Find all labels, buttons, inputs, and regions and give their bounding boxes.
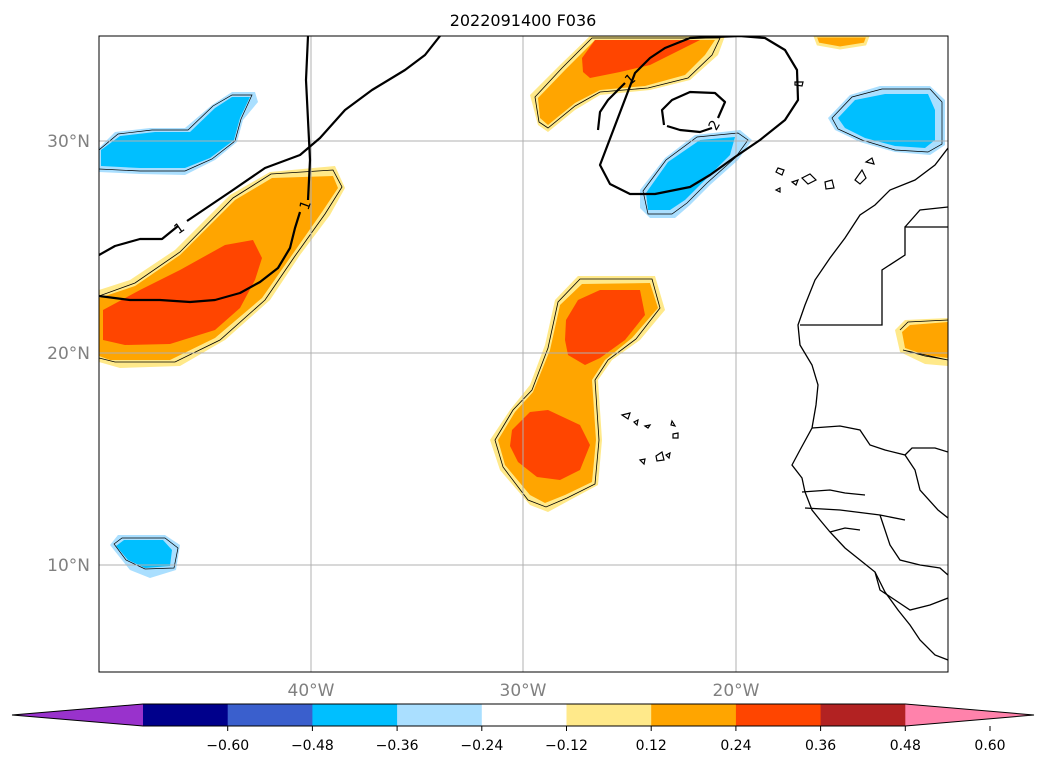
negative-anomaly-sw [110, 535, 180, 578]
map-panel: 1 1 1 2 [99, 36, 948, 672]
colorbar-segment [397, 704, 483, 726]
colorbar-segment [481, 704, 567, 726]
lat-label: 10°N [47, 556, 90, 576]
colorbar-outline [11, 703, 1035, 727]
colorbar-tick-label: −0.12 [545, 738, 588, 754]
anomaly-region-west [99, 166, 345, 368]
contour-2 [660, 90, 727, 134]
contour-lines [99, 36, 800, 304]
colorbar-segment [566, 704, 652, 726]
anomaly-region-center [490, 276, 665, 512]
colorbar-extend-min [12, 704, 143, 726]
contour-1-west [99, 36, 441, 256]
lon-label: 30°W [500, 681, 547, 701]
colorbar-tick-label: 0.48 [890, 738, 921, 754]
longitude-labels: 40°W 30°W 20°W [288, 681, 760, 701]
colorbar-segment [820, 704, 906, 726]
colorbar-segment [312, 704, 398, 726]
negative-anomaly-ne [828, 86, 945, 155]
anomaly-region-east [895, 318, 948, 366]
lat-label: 20°N [47, 344, 90, 364]
anomaly-region-north [530, 36, 870, 132]
colorbar-segment [735, 704, 822, 726]
negative-anomaly-nw [99, 92, 258, 175]
colorbar-tick-label: −0.48 [291, 738, 334, 754]
colorbar-segment [651, 704, 737, 726]
colorbar-tick-label: 0.60 [974, 738, 1005, 754]
gridlines [99, 36, 948, 672]
contour-1-north [596, 36, 800, 196]
islands [620, 81, 875, 466]
colorbar: −0.60 −0.48 −0.36 −0.24 −0.12 0.12 0.24 0.36 0.4… [11, 703, 1035, 754]
latitude-labels: 30°N 20°N 10°N [47, 132, 90, 576]
plot-title: 2022091400 F036 [450, 11, 597, 30]
colorbar-tick-label: −0.36 [376, 738, 419, 754]
coastline [791, 147, 948, 661]
map-frame [98, 35, 949, 673]
colorbar-tick-label: 0.12 [636, 738, 667, 754]
colorbar-tick-label: 0.24 [720, 738, 751, 754]
colorbar-tick-label: −0.24 [460, 738, 503, 754]
lon-label: 20°W [713, 681, 760, 701]
colorbar-segment [143, 704, 229, 726]
lat-label: 30°N [47, 132, 90, 152]
colorbar-extend-max [905, 704, 1034, 726]
colorbar-tick-label: 0.36 [805, 738, 836, 754]
colorbar-segment [227, 704, 313, 726]
contour-1-southwest [99, 36, 312, 304]
lon-label: 40°W [288, 681, 335, 701]
colorbar-tick-label: −0.60 [206, 738, 249, 754]
